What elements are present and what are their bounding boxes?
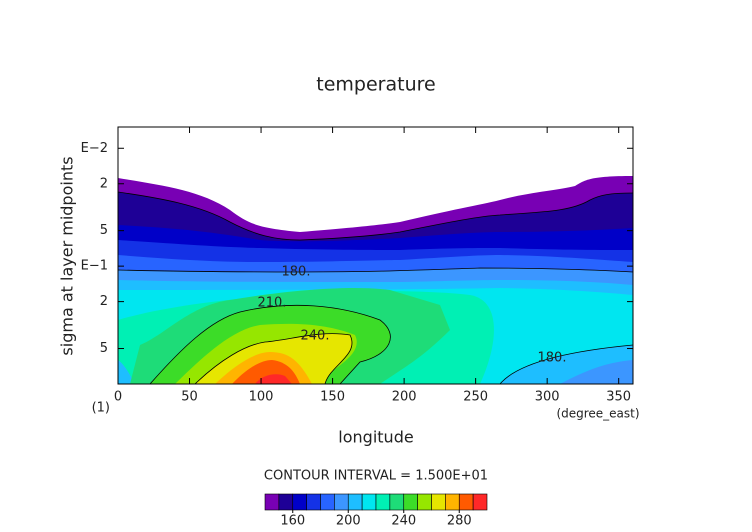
x-tick-label: 50 [181,390,198,405]
colorbar-label: 200 [336,514,361,529]
y-tick-label: (1) [92,401,110,416]
colorbar-box [292,493,307,511]
chart-title: temperature [316,74,435,96]
contour-label: 180. [282,265,311,280]
colorbar-label: 240 [391,514,416,529]
contour-label: 210. [258,296,287,311]
colorbar-box [375,493,391,511]
contour-line [149,304,391,384]
colorbar-box [306,493,321,511]
colorbar-box [458,493,474,511]
colorbar-box [278,493,294,511]
x-units: (degree_east) [556,407,639,421]
x-tick-label: 100 [249,390,274,405]
colorbar-box [347,493,363,511]
colorbar-box [320,493,335,511]
plot-frame [117,126,634,385]
x-tick-label: 300 [535,390,560,405]
colorbar-label: 280 [447,514,472,529]
contour-field [118,176,633,384]
y-tick-label: E−1 [81,259,108,274]
contour-line [118,191,633,241]
colorbar-box [334,493,349,511]
x-axis-label: longitude [338,428,413,447]
contour-label: 240. [301,329,330,344]
contour-label: 180. [538,351,567,366]
colorbar-box [389,493,405,511]
colorbar-box [472,493,488,511]
y-tick-label: 5 [100,223,108,238]
colorbar-box [361,493,377,511]
x-tick-label: 350 [606,390,631,405]
colorbar-box [403,493,418,511]
y-axis-label: sigma at layer midpoints [58,156,77,355]
contour-interval: CONTOUR INTERVAL = 1.500E+01 [264,469,488,484]
colorbar-box [417,493,432,511]
y-tick-label: 2 [100,176,108,191]
colorbar-label: 160 [280,514,305,529]
contour-line [194,333,353,384]
colorbar-box [431,493,446,511]
contour-line [118,267,633,273]
fill-region [118,360,135,384]
x-tick-label: 250 [463,390,488,405]
colorbar-box [264,493,280,511]
y-tick-label: E−2 [81,141,108,156]
y-tick-label: 2 [100,294,108,309]
x-tick-label: 150 [320,390,345,405]
colorbar-box [445,493,460,511]
fill-region [255,374,292,384]
x-tick-label: 200 [392,390,417,405]
contour-line [499,344,633,384]
fill-region [560,360,633,384]
x-tick-label: 0 [114,390,122,405]
y-tick-label: 5 [100,341,108,356]
